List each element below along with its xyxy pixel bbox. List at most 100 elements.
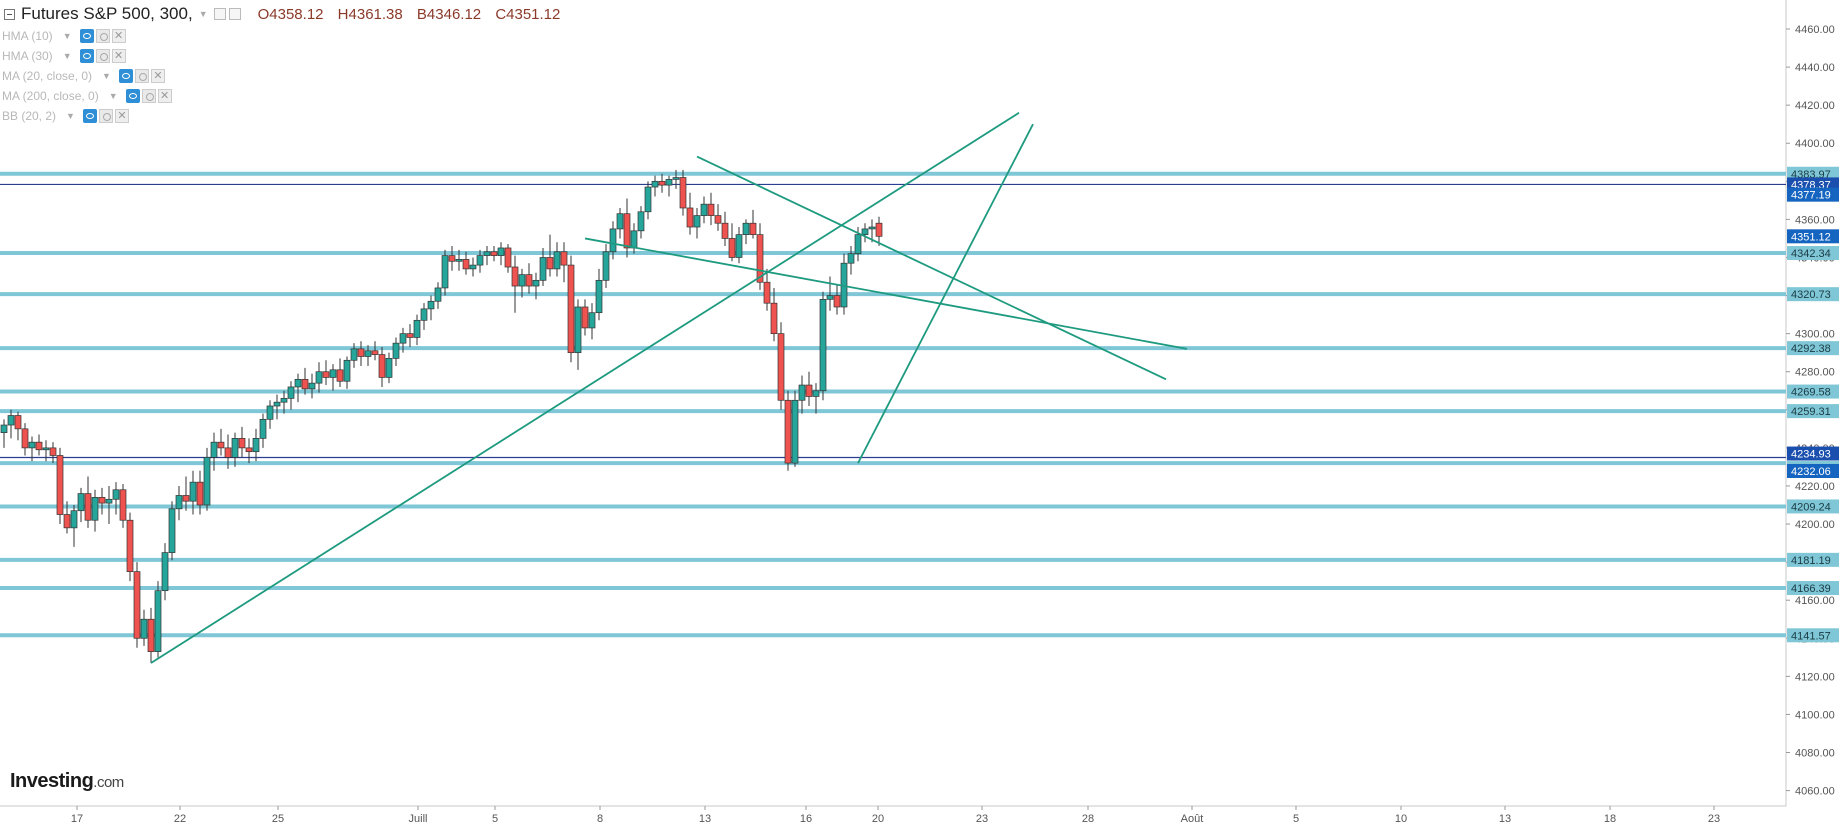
candle [371,341,379,361]
candle [259,413,267,448]
indicator-row[interactable]: MA (200, close, 0) ▼ ✕ [2,86,172,106]
candle [14,411,22,441]
indicator-row[interactable]: HMA (10) ▼ ✕ [2,26,172,46]
trendline [857,123,1034,464]
candle-body [14,415,22,430]
candle-body [448,255,456,262]
candle-body [357,348,365,357]
price-level-bg [1787,229,1839,244]
candle-body [140,618,148,639]
candle-body [147,618,155,652]
candle-body [455,259,463,262]
gear-icon[interactable] [98,109,113,123]
candle-body [329,369,337,378]
x-tick-label: 18 [1604,813,1616,825]
gear-icon[interactable] [134,69,149,83]
price-level-label: 4351.12 [1787,229,1839,244]
candle-body [714,215,722,224]
chevron-down-icon[interactable]: ▼ [108,91,118,101]
indicator-row[interactable]: HMA (30) ▼ ✕ [2,46,172,66]
eye-icon[interactable] [82,109,97,123]
candle-body [819,299,827,392]
candle-body [350,348,358,361]
candle-body [693,215,701,228]
candle [868,219,876,243]
chevron-down-icon[interactable]: ▼ [62,51,72,61]
candle-body [42,447,50,451]
x-tick-label: 23 [976,813,988,825]
candle [420,303,428,330]
y-tick-label: 4200.00 [1795,519,1835,531]
candle-body [616,213,624,230]
candle-body [476,255,484,266]
candle-body [56,455,64,515]
close-icon[interactable]: ✕ [150,69,165,83]
gear-icon[interactable] [95,49,110,63]
candle [385,352,393,384]
chevron-down-icon[interactable]: ▼ [198,9,208,19]
close-icon[interactable]: ✕ [157,89,172,103]
gear-icon[interactable] [95,29,110,43]
eye-icon[interactable] [125,89,140,103]
settings-square-icon[interactable] [213,8,226,20]
candle [644,181,652,220]
candle-body [602,251,610,281]
price-level-text: 4141.57 [1791,630,1831,642]
eye-icon[interactable] [79,29,94,43]
candle-body [742,222,750,235]
candle-body [175,495,183,510]
candle [469,257,477,277]
candle [168,501,176,561]
investing-logo: Investing.com [10,770,124,793]
candle-body [553,251,561,270]
eye-icon[interactable] [118,69,133,83]
chevron-down-icon[interactable]: ▼ [66,111,75,121]
x-tick-label: 20 [872,813,884,825]
price-level-text: 4209.24 [1791,501,1831,513]
candle-body [161,552,169,592]
x-tick-label: Juill [409,813,428,825]
candle [483,246,491,266]
open-value: O4358.12 [257,5,324,23]
indicator-row[interactable]: MA (20, close, 0) ▼ ✕ [2,66,172,86]
price-level-text: 4292.38 [1791,343,1831,355]
gear-icon[interactable] [141,89,156,103]
settings-square-icon-2[interactable] [228,8,241,20]
close-icon[interactable]: ✕ [114,109,129,123]
close-icon[interactable]: ✕ [111,49,126,63]
x-tick-label: 16 [800,813,812,825]
candle-body [105,498,113,504]
candle-body [399,333,407,344]
candle [42,440,50,462]
candle-body [728,238,736,258]
candle-body [854,234,862,255]
candle [490,246,498,262]
indicator-label: MA (200, close, 0) [2,89,99,103]
candle [84,476,92,528]
collapse-icon[interactable] [4,8,15,20]
candle-body [756,234,764,283]
eye-icon[interactable] [79,49,94,63]
price-level-bg [1787,581,1839,596]
candle [434,282,442,309]
candle [392,337,400,367]
chevron-down-icon[interactable]: ▼ [62,31,72,41]
candle [175,485,183,521]
candle [700,196,708,224]
candle [406,324,414,347]
candle-body [847,253,855,264]
chevron-down-icon[interactable]: ▼ [102,71,111,81]
candle-body [77,493,85,512]
close-icon[interactable]: ✕ [111,29,126,43]
candle [126,512,134,582]
indicator-row[interactable]: BB (20, 2) ▼ ✕ [2,106,172,126]
candle [812,383,820,414]
candle-body [63,514,71,529]
candle [735,227,743,264]
price-level-bg [1787,499,1839,514]
candle [574,299,582,370]
x-tick-label: 22 [174,813,186,825]
candle-body [560,251,568,266]
